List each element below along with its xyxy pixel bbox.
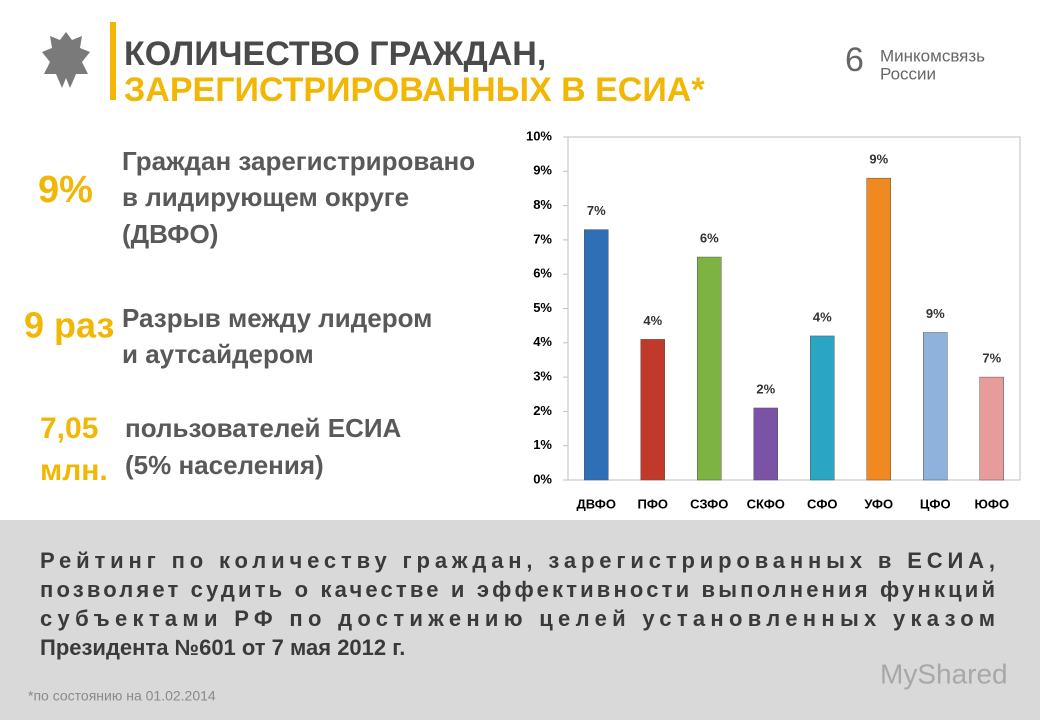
bar: [753, 407, 778, 481]
summary-line: Президента №601 от 7 мая 2012 г.: [40, 635, 405, 660]
bar-annotation: 6%: [700, 230, 719, 245]
x-tick-label: УФО: [864, 496, 893, 511]
emblem: [42, 32, 90, 88]
x-tick-label: СФО: [807, 496, 838, 511]
x-tick-label: ДВФО: [576, 496, 616, 511]
bar-annotation: 4%: [813, 309, 832, 324]
stat-figure: 9 раз: [24, 305, 114, 346]
stat-text: (5% населения): [125, 450, 324, 480]
accent-bar: [110, 22, 116, 100]
summary-band: [0, 520, 1040, 720]
y-tick-label: 4%: [533, 334, 552, 349]
bar-annotation: 2%: [756, 381, 775, 396]
footnote: *по состоянию на 01.02.2014: [28, 688, 216, 704]
stat-text: пользователей ЕСИА: [125, 413, 402, 443]
bar-annotation: 9%: [926, 306, 945, 321]
x-tick-label: СКФО: [747, 496, 785, 511]
summary-line: Рейтинг по количеству граждан, зарегистр…: [40, 548, 995, 573]
bar: [584, 229, 609, 481]
x-tick-label: ЦФО: [920, 496, 951, 511]
ministry: России: [880, 64, 936, 83]
bar: [866, 177, 891, 481]
bar: [810, 335, 835, 481]
summary-line: субъектами РФ по достижению целей устано…: [40, 606, 995, 631]
y-tick-label: 2%: [533, 403, 552, 418]
bar-annotation: 9%: [869, 152, 888, 167]
stat-text: в лидирующем округе: [122, 182, 409, 212]
y-tick-label: 10%: [526, 128, 552, 143]
stat-figure: 9%: [38, 169, 93, 211]
x-tick-label: ЮФО: [974, 496, 1009, 511]
stat-figure: млн.: [40, 454, 108, 487]
stat-text: и аутсайдером: [122, 339, 314, 369]
bar-annotation: 7%: [982, 351, 1001, 366]
x-tick-label: СЗФО: [690, 496, 728, 511]
bar: [979, 376, 1004, 481]
y-tick-label: 7%: [533, 231, 552, 246]
y-tick-label: 0%: [533, 471, 552, 486]
watermark: MyShared: [880, 658, 1008, 689]
ministry: Минкомсвязь: [880, 46, 985, 65]
bar-annotation: 4%: [643, 313, 662, 328]
y-tick-label: 8%: [533, 197, 552, 212]
y-tick-label: 3%: [533, 369, 552, 384]
bar-annotation: 7%: [587, 203, 606, 218]
stat-text: Граждан зарегистрировано: [122, 146, 475, 176]
y-tick-label: 5%: [533, 300, 552, 315]
bar: [640, 339, 665, 481]
stat-text: Разрыв между лидером: [122, 303, 432, 333]
stat-figure: 7,05: [40, 412, 98, 445]
title: КОЛИЧЕСТВО ГРАЖДАН,: [124, 35, 546, 73]
slide-number: 6: [845, 41, 864, 79]
x-tick-label: ПФО: [637, 496, 668, 511]
y-tick-label: 6%: [533, 266, 552, 281]
bar: [923, 332, 948, 481]
y-tick-label: 1%: [533, 437, 552, 452]
title: ЗАРЕГИСТРИРОВАННЫХ В ЕСИА*: [124, 71, 705, 109]
y-tick-label: 9%: [533, 163, 552, 178]
stat-text: (ДВФО): [122, 219, 218, 249]
bar: [697, 256, 722, 481]
